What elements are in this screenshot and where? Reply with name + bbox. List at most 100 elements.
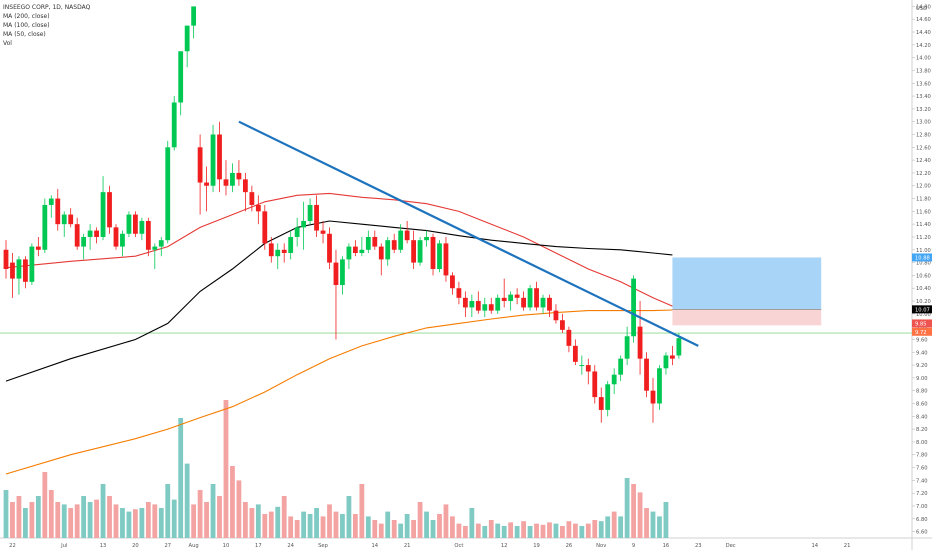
volume-bar — [191, 504, 197, 538]
volume-bar — [242, 502, 248, 538]
x-tick-label: 23 — [695, 543, 702, 549]
volume-bar — [605, 516, 611, 538]
candle-body — [204, 182, 209, 186]
candle — [560, 313, 565, 334]
candle-body — [540, 297, 546, 308]
volume-bar — [572, 523, 578, 538]
volume-bar — [450, 516, 455, 538]
candle-body — [495, 297, 501, 311]
candle — [657, 365, 662, 410]
candle — [404, 220, 410, 244]
candle — [107, 185, 112, 234]
candle-body — [585, 365, 591, 372]
candle-body — [560, 320, 565, 330]
candle-body — [42, 204, 48, 250]
candle — [488, 297, 494, 314]
candle — [48, 195, 54, 218]
volume-bar — [469, 508, 475, 538]
candle — [275, 243, 281, 269]
candle-body — [165, 147, 171, 241]
candle-body — [391, 240, 397, 250]
candle-body — [158, 240, 164, 247]
volume-bar — [74, 504, 80, 538]
price-label-text: 10.07 — [915, 307, 930, 313]
candle — [165, 140, 171, 244]
candle-body — [372, 236, 378, 247]
candle — [210, 124, 216, 193]
candle-body — [288, 236, 294, 253]
y-tick-label: 13.40 — [916, 94, 931, 100]
volume-bar — [657, 516, 662, 538]
candle-body — [456, 288, 462, 298]
candle-body — [398, 230, 404, 250]
candle-body — [236, 172, 242, 180]
candle — [68, 208, 74, 228]
candle — [249, 185, 255, 212]
volume-bar — [547, 522, 552, 538]
volume-bar — [650, 511, 656, 538]
candle-body — [268, 243, 274, 257]
volume-bar — [618, 516, 624, 538]
volume-bar — [35, 496, 41, 538]
candle — [527, 285, 533, 311]
volume-bar — [365, 516, 371, 538]
candle-body — [437, 243, 442, 269]
candle — [94, 227, 99, 244]
candle-body — [133, 214, 138, 234]
candle — [456, 281, 462, 305]
volume-bar — [527, 526, 533, 538]
volume-bar — [81, 496, 87, 538]
x-tick-label: 14 — [371, 543, 378, 549]
volume-bar — [333, 511, 339, 538]
candle-body — [23, 259, 28, 282]
candle — [113, 224, 119, 250]
volume-bar — [385, 511, 391, 538]
candle — [611, 368, 617, 394]
candle-body — [145, 220, 151, 250]
candle — [650, 377, 656, 423]
candle-body — [120, 233, 125, 247]
y-tick-label: 14.60 — [916, 17, 931, 23]
volume-bar — [87, 502, 93, 538]
candle — [352, 240, 358, 257]
candle — [605, 381, 611, 417]
candle — [450, 272, 455, 295]
volume-bar — [624, 478, 630, 538]
candle — [547, 294, 552, 318]
candle-body — [320, 230, 326, 234]
candle — [301, 201, 307, 250]
volume-bar — [145, 502, 151, 538]
y-tick-label: 12.60 — [916, 145, 931, 151]
volume-bar — [120, 508, 125, 538]
candle — [158, 236, 164, 257]
y-tick-label: 11.40 — [916, 222, 931, 228]
candle — [501, 278, 507, 308]
y-tick-label: 14.40 — [916, 30, 931, 36]
x-tick-label: 17 — [255, 543, 262, 549]
y-tick-label: 8.20 — [916, 427, 928, 433]
volume-bar — [184, 463, 190, 538]
y-tick-label: 7.60 — [916, 466, 928, 472]
candle — [288, 230, 294, 260]
candle — [191, 6, 197, 39]
volume-bar — [637, 492, 643, 538]
position-target-zone — [672, 257, 822, 310]
y-tick-label: 12.40 — [916, 158, 931, 164]
volume-bar — [68, 508, 74, 538]
volume-bar — [663, 502, 669, 538]
candle-body — [443, 243, 449, 276]
y-tick-label: 14.20 — [916, 43, 931, 49]
candle-body — [314, 204, 319, 231]
price-label-bg — [912, 253, 932, 262]
x-tick-label: Jul — [60, 543, 67, 549]
candle — [268, 236, 274, 263]
candle-body — [572, 345, 578, 362]
trendline — [238, 120, 699, 347]
candle-body — [424, 236, 429, 241]
y-tick-label: 12.00 — [916, 184, 931, 190]
y-tick-label: 7.80 — [916, 453, 928, 459]
volume-bar — [560, 526, 565, 538]
candle — [333, 249, 339, 340]
volume-bar — [217, 496, 222, 538]
